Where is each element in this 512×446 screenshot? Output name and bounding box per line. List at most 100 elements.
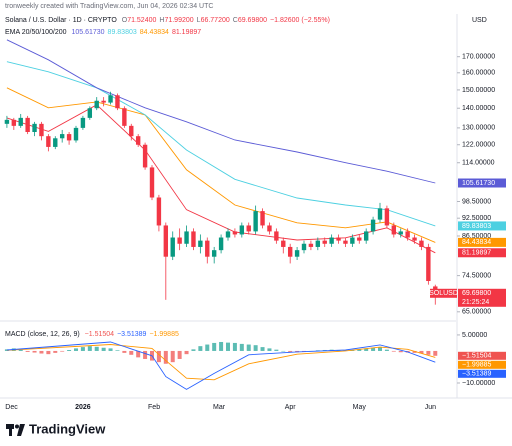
x-tick-label: Feb bbox=[148, 404, 160, 411]
candle-body bbox=[253, 211, 258, 232]
histogram-bar bbox=[426, 350, 431, 355]
histogram-bar bbox=[378, 347, 382, 351]
histogram-bar bbox=[108, 348, 113, 351]
ohlc-label: C bbox=[232, 17, 238, 24]
ema-legend: EMA 20/50/100/200 105.61730 89.83803 84.43… bbox=[5, 29, 204, 36]
x-tick-label: Mar bbox=[213, 404, 226, 411]
histogram-bar bbox=[80, 347, 85, 351]
symbol-tag-bg bbox=[430, 288, 457, 298]
candle-body bbox=[87, 108, 93, 118]
histogram-bar bbox=[239, 343, 244, 351]
currency: USD bbox=[472, 17, 487, 24]
histogram-bar bbox=[260, 347, 265, 351]
histogram-bar bbox=[129, 350, 134, 355]
countdown: 21:25:24 bbox=[462, 299, 489, 306]
histogram-bar bbox=[170, 350, 175, 363]
histogram-bar bbox=[315, 350, 320, 351]
y-tick-label: 86.50000 bbox=[462, 233, 491, 240]
histogram-bar bbox=[115, 350, 120, 351]
price-badge: 69.69800 bbox=[462, 290, 491, 297]
candle-body bbox=[170, 237, 175, 257]
histogram-bar bbox=[191, 349, 196, 351]
axis-badge-bg bbox=[458, 221, 506, 231]
y-tick-label: 5.00000 bbox=[462, 332, 487, 339]
candle-body bbox=[329, 237, 334, 244]
candle-body bbox=[205, 240, 210, 257]
y-tick-label: 92.50000 bbox=[462, 215, 491, 222]
axis-badge: 81.19897 bbox=[462, 250, 491, 257]
symbol: Solana / U.S. Dollar · 1D · CRYPTO bbox=[5, 17, 117, 24]
candle-body bbox=[53, 138, 58, 147]
candle-body bbox=[294, 250, 300, 257]
candle-body bbox=[73, 127, 79, 141]
histogram-bar bbox=[156, 350, 161, 363]
candle-body bbox=[108, 95, 113, 103]
candle-body bbox=[80, 117, 86, 128]
y-tick-label: 98.50000 bbox=[462, 198, 491, 205]
x-tick-label: 2026 bbox=[75, 404, 91, 411]
histogram-bar bbox=[94, 346, 99, 351]
ema-value: 81.19897 bbox=[171, 29, 202, 36]
axis-badge: 84.43834 bbox=[462, 239, 491, 246]
x-tick-label: May bbox=[353, 404, 367, 411]
candle-body bbox=[4, 119, 10, 124]
macd-legend: MACD (close, 12, 26, 9) −1.51504 −3.51389… bbox=[5, 331, 182, 338]
candle-body bbox=[301, 243, 307, 251]
candle-body bbox=[39, 123, 44, 137]
symbol-tag: SOLUSD bbox=[429, 290, 458, 297]
candle-body bbox=[156, 197, 162, 226]
y-tick-label: 140.00000 bbox=[462, 105, 495, 112]
histogram-bar bbox=[25, 350, 30, 352]
candle-body bbox=[46, 136, 51, 147]
candle-body bbox=[142, 144, 148, 168]
candle-body bbox=[129, 125, 134, 137]
ema-value: 105.61730 bbox=[71, 29, 105, 36]
axis-badge: −1.51504 bbox=[462, 353, 491, 360]
y-tick-label: 170.00000 bbox=[462, 54, 495, 61]
candle-body bbox=[419, 240, 424, 247]
ohlc-value: 69.69800 bbox=[237, 17, 268, 24]
ohlc-value: 66.77200 bbox=[200, 17, 230, 24]
y-tick-label: 130.00000 bbox=[462, 125, 495, 132]
histogram-bar bbox=[219, 341, 224, 351]
histogram-bar bbox=[267, 348, 272, 351]
ema-value: 89.83803 bbox=[107, 29, 137, 36]
y-tick-label: −10.00000 bbox=[462, 380, 495, 387]
candle-body bbox=[246, 225, 251, 232]
candle-body bbox=[274, 231, 279, 241]
histogram-bar bbox=[371, 347, 376, 351]
candle-body bbox=[191, 231, 196, 247]
histogram-bar bbox=[122, 350, 127, 353]
macd-value: −3.51389 bbox=[117, 331, 147, 338]
candle-body bbox=[267, 225, 272, 232]
histogram-bar bbox=[184, 350, 189, 355]
histogram-value: −1.51504 bbox=[84, 331, 115, 338]
signal-line bbox=[6, 344, 436, 381]
histogram-bar bbox=[384, 349, 389, 351]
histogram-bar bbox=[60, 350, 65, 352]
histogram-bar bbox=[136, 350, 141, 358]
y-tick-label: 150.00000 bbox=[462, 87, 495, 94]
candle-body bbox=[198, 240, 203, 247]
candle-body bbox=[101, 100, 106, 103]
ohlc-value: 71.99200 bbox=[164, 17, 194, 24]
candle-body bbox=[25, 117, 30, 132]
signal-value: −1.99885 bbox=[149, 331, 179, 338]
ohlc-label: H bbox=[159, 17, 165, 24]
candle-body bbox=[260, 211, 265, 226]
symbol-legend: Solana / U.S. Dollar · 1D · CRYPTO O71.5… bbox=[5, 17, 333, 24]
candle-body bbox=[66, 134, 72, 141]
histogram-bar bbox=[433, 350, 438, 356]
histogram-bar bbox=[281, 350, 286, 352]
histogram-bar bbox=[39, 350, 44, 354]
axis-badge-bg bbox=[458, 178, 506, 188]
candle-body bbox=[239, 225, 245, 235]
candle-body bbox=[59, 134, 65, 139]
histogram-bar bbox=[87, 346, 92, 351]
histogram-bar bbox=[74, 348, 78, 351]
candle-body bbox=[211, 250, 217, 257]
histogram-bar bbox=[398, 350, 403, 353]
candle-body bbox=[370, 219, 376, 232]
candle-body bbox=[163, 225, 169, 257]
candle-body bbox=[177, 237, 182, 244]
